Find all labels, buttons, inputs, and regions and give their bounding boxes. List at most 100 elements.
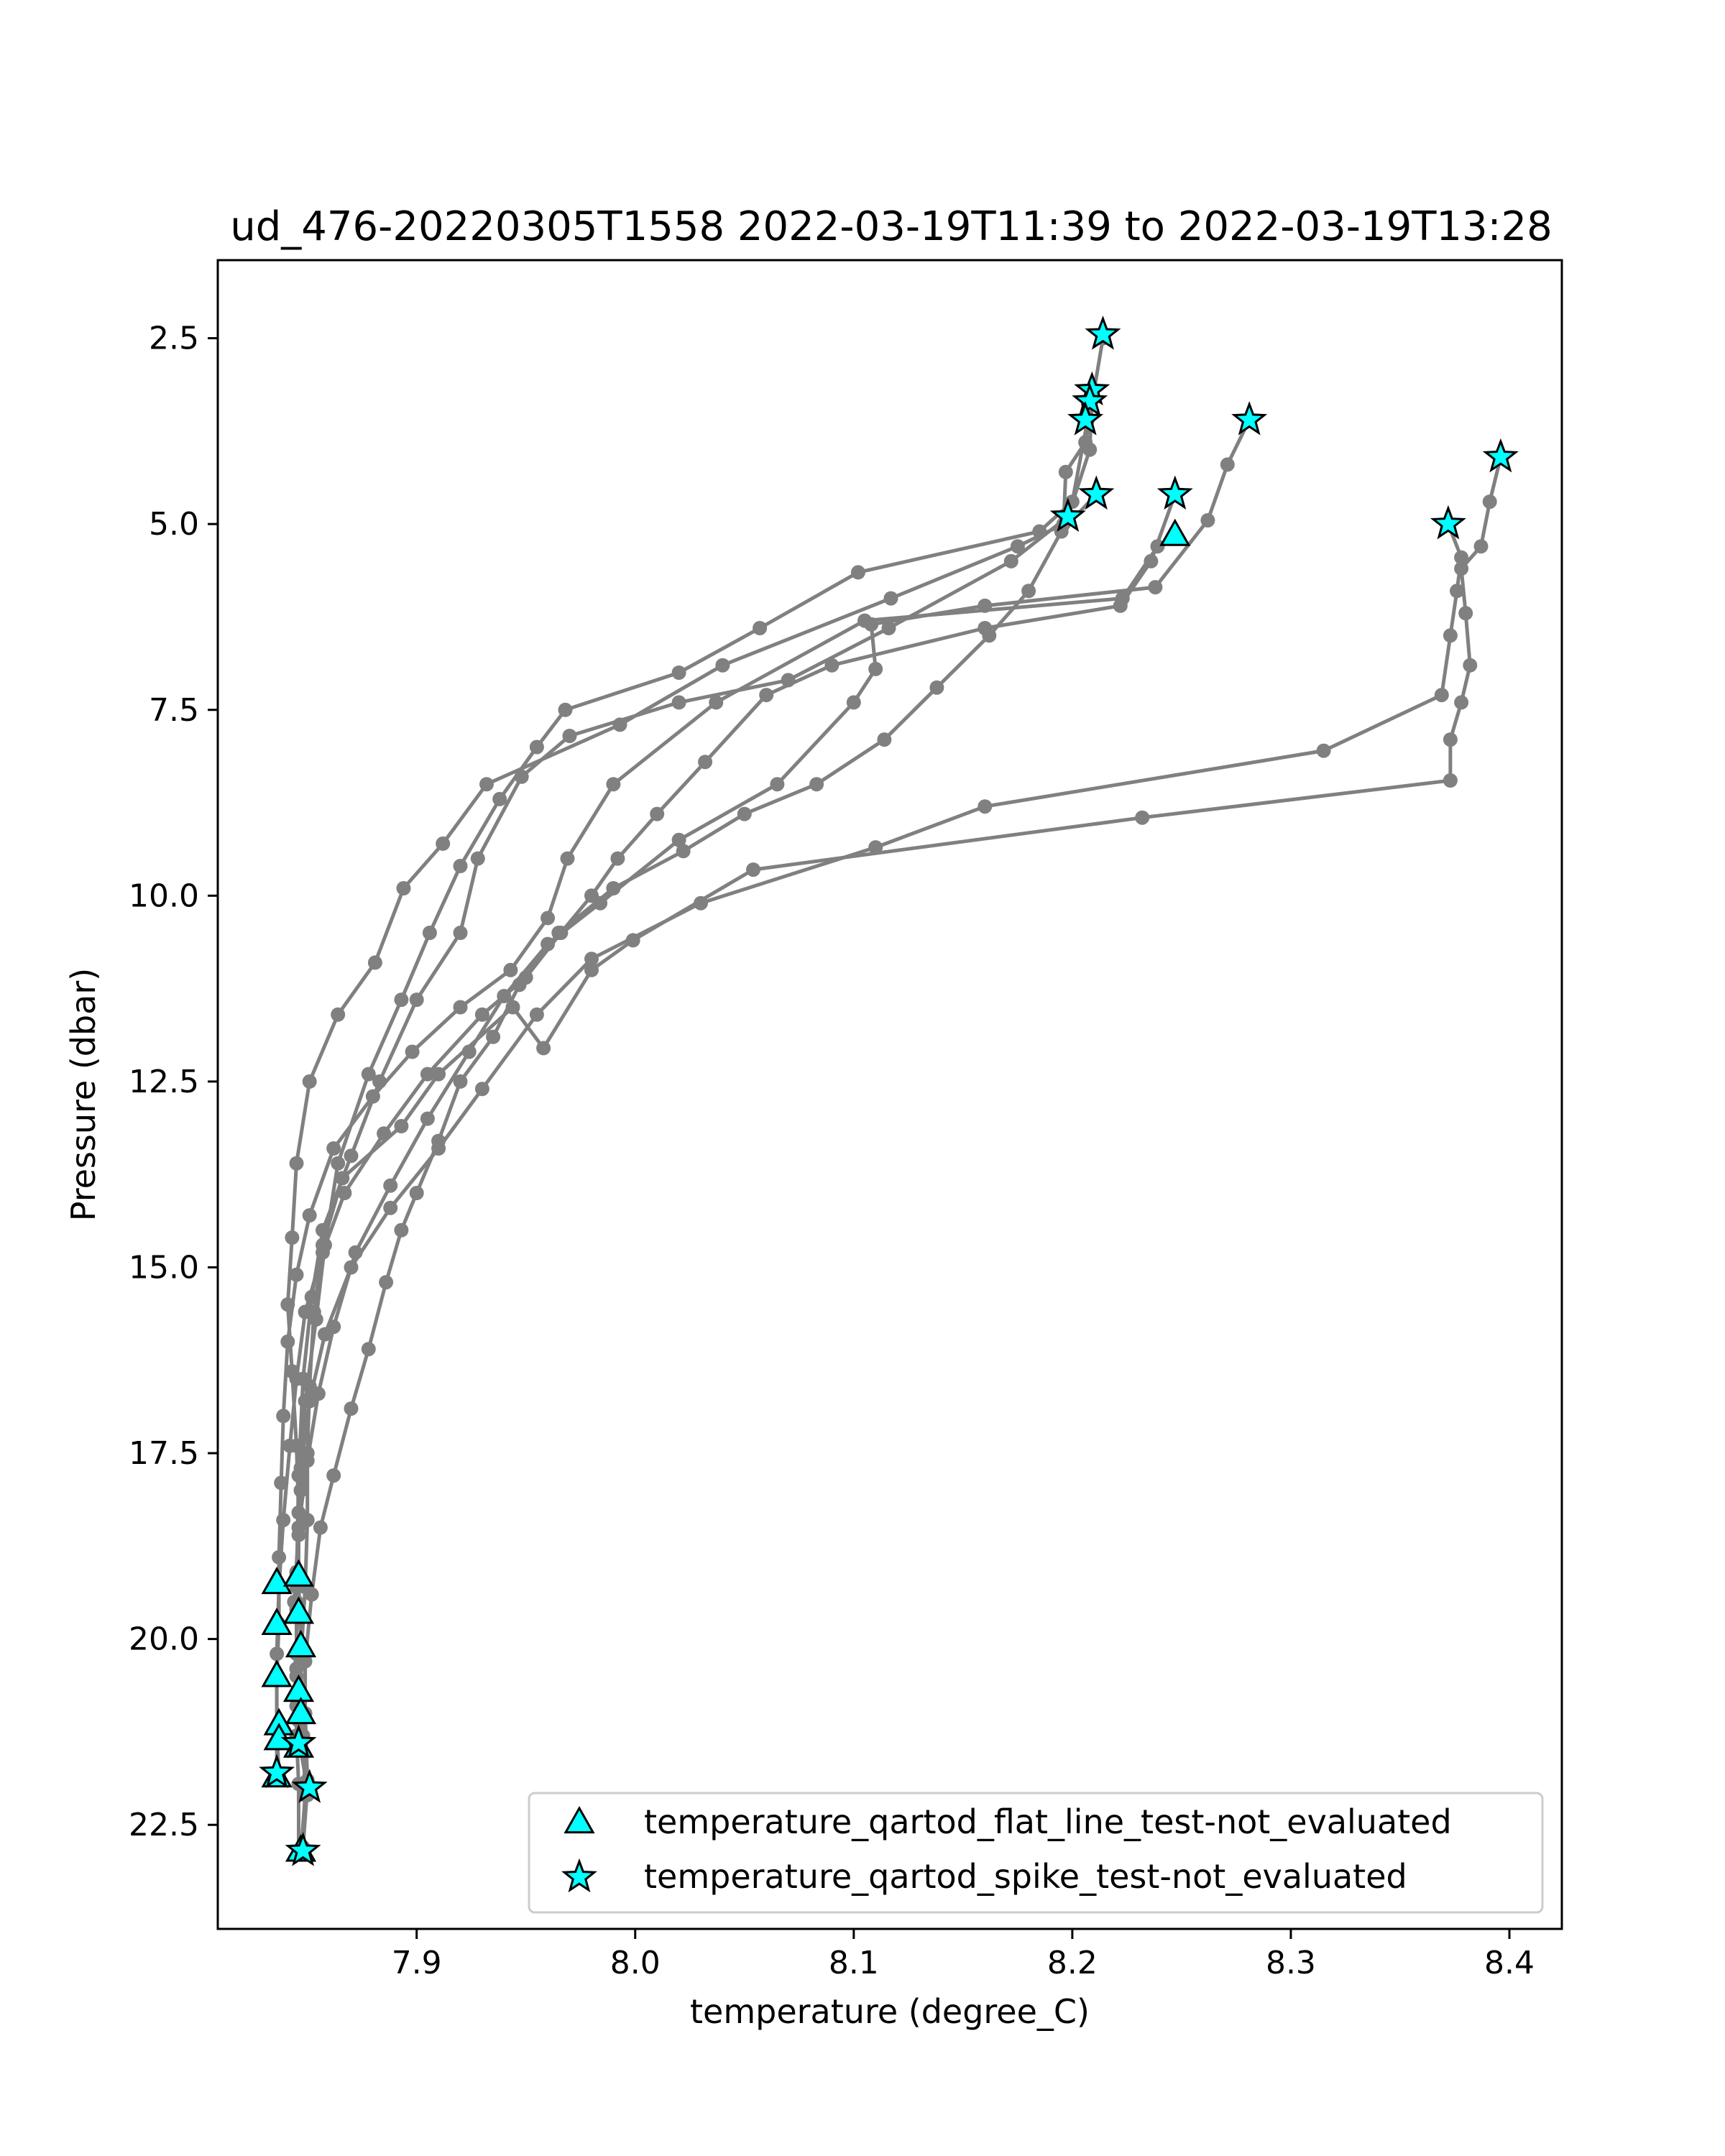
profile-8-point xyxy=(1135,810,1150,825)
profile-6-point xyxy=(709,695,724,710)
profile-5-point xyxy=(759,688,774,703)
spike-test-star-marker xyxy=(1078,475,1115,510)
profile-4-point xyxy=(737,806,752,821)
spike-test-star-marker xyxy=(1482,438,1519,473)
profile-1-point xyxy=(715,658,730,673)
profile-7-point xyxy=(540,936,556,952)
profile-7-point xyxy=(420,1111,435,1126)
profile-7-point xyxy=(846,695,861,710)
spike-test-star-marker xyxy=(259,1754,295,1789)
flat-line-test-triangle-marker xyxy=(261,1607,293,1636)
profile-7-point xyxy=(868,661,883,676)
profile-2-point xyxy=(671,695,686,710)
profile-4-point xyxy=(326,1468,341,1483)
flat-line-test-triangle-marker xyxy=(285,1629,317,1658)
profile-6-point xyxy=(1115,591,1130,606)
chart-title: ud_476-20220305T1558 2022-03-19T11:39 to… xyxy=(230,203,1552,250)
profile-1-point xyxy=(285,1230,300,1245)
profile-9-point xyxy=(291,1527,306,1542)
profile-3-point xyxy=(361,1067,376,1082)
spike-test-star-marker xyxy=(1430,505,1466,540)
spike-test-star-marker xyxy=(1156,475,1193,510)
profile-3-point xyxy=(492,791,507,806)
y-tick-label: 20.0 xyxy=(129,1621,199,1658)
profile-9-point xyxy=(1454,550,1469,565)
profile-8-point xyxy=(1473,539,1489,554)
profile-line-7 xyxy=(292,419,1251,1603)
profile-6-point xyxy=(503,962,518,977)
profile-1-point xyxy=(289,1156,304,1171)
profile-8-point xyxy=(1454,695,1469,710)
profile-4-point xyxy=(409,1186,424,1200)
profile-6-point xyxy=(276,1409,291,1424)
y-tick-label: 10.0 xyxy=(129,877,199,914)
x-tick-label: 8.1 xyxy=(829,1945,879,1981)
spike-test-star-marker xyxy=(1231,401,1268,436)
profile-8-point xyxy=(1463,658,1478,673)
profile-3-point xyxy=(671,665,686,680)
profile-4-point xyxy=(453,1074,468,1089)
profile-8-point xyxy=(1443,773,1458,788)
profile-7-point xyxy=(1200,513,1215,528)
profile-5-point xyxy=(978,621,993,635)
profile-8-point xyxy=(316,1238,330,1253)
profile-1-point xyxy=(1058,464,1073,479)
profile-3-point xyxy=(1032,524,1047,539)
profile-9-point xyxy=(1434,688,1449,703)
profile-7-point xyxy=(864,617,879,632)
profile-9-point xyxy=(868,840,883,855)
profile-1-point xyxy=(367,955,382,970)
profile-7-point xyxy=(978,598,993,613)
profile-4-point xyxy=(877,732,892,747)
profile-1-point xyxy=(436,836,451,851)
profile-8-point xyxy=(306,1304,321,1319)
profile-5-point xyxy=(698,755,713,770)
profile-9-point xyxy=(289,1662,304,1676)
profile-6-point xyxy=(560,851,575,866)
profile-9-point xyxy=(383,1200,398,1215)
profile-3-point xyxy=(453,859,468,873)
profile-8-point xyxy=(1443,732,1458,747)
profile-9-point xyxy=(293,1460,308,1475)
profile-6-point xyxy=(302,1208,317,1223)
profile-7-point xyxy=(770,777,785,792)
y-tick-label: 12.5 xyxy=(129,1064,199,1100)
profile-4-point xyxy=(313,1520,328,1535)
profile-1-point xyxy=(479,777,494,792)
profile-8-point xyxy=(431,1067,446,1082)
spike-test-star-marker xyxy=(1049,497,1086,533)
profile-4-point xyxy=(394,1222,409,1238)
profile-2-point xyxy=(881,621,896,635)
x-axis-label: temperature (degree_C) xyxy=(690,1992,1090,2031)
legend: temperature_qartod_flat_line_test-not_ev… xyxy=(528,1792,1544,1914)
y-tick-label: 2.5 xyxy=(149,321,199,357)
plot-area xyxy=(259,315,1519,1866)
y-axis-label: Pressure (dbar) xyxy=(64,968,103,1221)
profile-9-point xyxy=(694,895,708,911)
profile-9-point xyxy=(344,1260,359,1275)
profile-1-point xyxy=(396,881,411,895)
spike-test-star-marker xyxy=(285,1832,321,1866)
x-tick-label: 7.9 xyxy=(392,1945,442,1981)
profile-4-point xyxy=(486,1029,501,1044)
profile-7-point xyxy=(1220,457,1235,472)
profile-7-point xyxy=(593,895,608,911)
spike-test-star-marker xyxy=(291,1769,328,1803)
profile-8-point xyxy=(1482,494,1497,510)
profile-4-point xyxy=(361,1342,376,1357)
legend-star-marker xyxy=(561,1858,597,1893)
profile-5-point xyxy=(610,851,625,866)
profile-5-point xyxy=(1144,553,1159,568)
flat-line-test-triangle-marker xyxy=(282,1596,315,1624)
profile-9-point xyxy=(431,1141,446,1156)
y-tick-label: 5.0 xyxy=(149,506,199,543)
profile-3-point xyxy=(850,565,865,580)
profile-6-point xyxy=(540,911,556,926)
profile-4-point xyxy=(379,1275,394,1290)
profile-6-point xyxy=(280,1334,295,1349)
profile-5-point xyxy=(650,806,665,821)
profile-4-point xyxy=(1021,584,1036,599)
x-axis-ticks: 7.9 8.0 8.1 8.2 8.3 8.4 xyxy=(392,1929,1535,1981)
profile-3-point xyxy=(529,740,544,755)
profile-9-point xyxy=(1316,743,1331,758)
